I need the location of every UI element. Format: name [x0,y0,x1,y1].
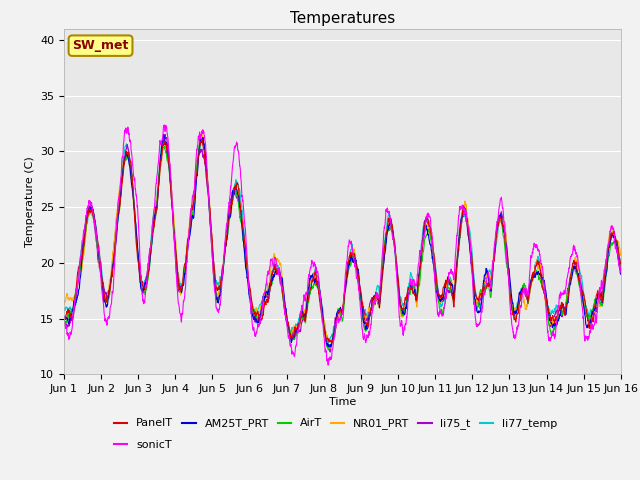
X-axis label: Time: Time [329,397,356,407]
Title: Temperatures: Temperatures [290,11,395,26]
Text: SW_met: SW_met [72,39,129,52]
Legend: sonicT: sonicT [114,440,172,450]
Y-axis label: Temperature (C): Temperature (C) [24,156,35,247]
